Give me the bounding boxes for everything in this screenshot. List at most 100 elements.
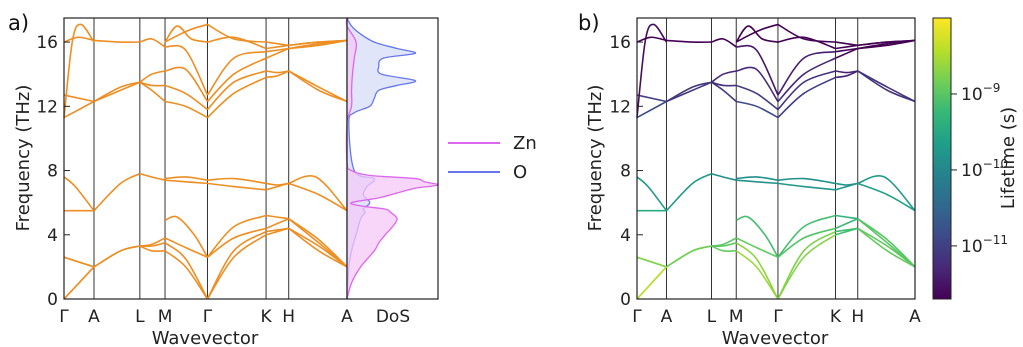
a-band-branch	[139, 172, 166, 181]
a-band-branch	[93, 173, 141, 212]
a-band-branch	[288, 39, 348, 47]
a-band-branch	[265, 47, 289, 53]
a-band-branch	[164, 100, 208, 119]
panel-b-label: b)	[578, 11, 600, 35]
a-band-branch	[265, 70, 289, 74]
a-band-branch	[265, 214, 289, 220]
b-band-branch	[736, 66, 779, 102]
a-band-branch	[206, 234, 267, 300]
a-band-branch	[164, 179, 208, 185]
a-band-branch	[63, 23, 95, 118]
b-band-branch	[777, 36, 836, 50]
b-band-branch	[711, 172, 737, 181]
a-band-branch	[93, 39, 140, 44]
colorbar-label: Lifetime (s)	[998, 107, 1019, 209]
b-band-branch	[835, 182, 858, 186]
b-band-branch	[666, 81, 712, 103]
a-x-axis-label: Wavevector	[152, 328, 259, 347]
b-band-branch	[666, 81, 712, 103]
b-band-branch	[735, 23, 779, 43]
b-x-tick-label: A	[909, 307, 921, 327]
a-band-branch	[164, 44, 209, 96]
a-band-branch	[93, 81, 141, 103]
b-band-branch	[636, 94, 667, 103]
b-band-branch	[835, 47, 858, 53]
a-x-tick-label: K	[260, 307, 272, 327]
b-band-branch	[857, 39, 916, 47]
b-y-tick-label: 4	[620, 226, 631, 246]
a-y-tick-label: 8	[47, 162, 58, 182]
a-band-branch	[288, 175, 348, 212]
b-y-ticks: 0 4 8 12 16	[609, 33, 643, 310]
a-band-branch	[206, 230, 267, 300]
b-band-branch	[735, 84, 779, 111]
b-band-branch	[857, 70, 916, 103]
colorbar-gradient	[932, 17, 952, 300]
b-band-branch	[736, 176, 779, 181]
b-y-tick-label: 0	[620, 290, 631, 310]
a-y-axis-label: Frequency (THz)	[13, 85, 34, 232]
b-y-axis-label: Frequency (THz)	[585, 85, 606, 232]
b-kpoint-dividers	[665, 18, 859, 299]
b-band-branch	[636, 23, 668, 118]
a-x-tick-label: A	[88, 307, 100, 327]
b-band-branch	[735, 25, 779, 43]
a-y-tick-label: 12	[36, 97, 58, 117]
a-band-branch	[63, 36, 95, 43]
a-band-branch	[207, 182, 267, 191]
dos-area-zn	[346, 18, 439, 299]
a-band-branch	[288, 218, 348, 268]
b-band-branch	[636, 36, 667, 43]
a-band-branch	[288, 182, 348, 212]
b-x-tick-label: K	[830, 307, 842, 327]
colorbar-tick-label: 10−9	[961, 81, 1000, 105]
b-y-tick-label: 8	[620, 162, 631, 182]
b-band-branch	[736, 100, 779, 119]
a-band-lines	[63, 23, 348, 300]
dos-plot-frame	[346, 17, 439, 300]
b-band-branch	[636, 266, 668, 300]
a-band-branch	[288, 70, 348, 103]
a-y-ticks: 0 4 8 12 16	[36, 33, 70, 310]
b-band-branch	[835, 227, 858, 236]
b-band-branch	[736, 179, 779, 185]
a-band-branch	[288, 218, 348, 268]
panel-a-label: a)	[8, 11, 29, 35]
b-band-branch	[777, 177, 836, 185]
legend-zn-label: Zn	[513, 133, 537, 154]
b-y-tick-label: 12	[609, 97, 631, 117]
b-x-tick-label: M	[729, 307, 744, 327]
b-plot-frame	[636, 17, 916, 300]
b-band-branch	[777, 70, 836, 111]
b-band-branch	[666, 245, 712, 268]
b-band-branch	[835, 44, 858, 50]
b-band-branch	[636, 256, 667, 268]
b-band-branch	[857, 218, 916, 268]
a-band-branch	[206, 50, 267, 96]
a-band-branch	[139, 81, 166, 87]
b-band-branch	[711, 237, 737, 247]
b-band-branch	[736, 44, 779, 96]
b-band-branch	[735, 250, 779, 300]
a-band-branch	[139, 70, 166, 83]
b-band-branch	[857, 70, 916, 103]
b-band-branch	[835, 217, 859, 230]
a-band-branch	[139, 81, 166, 103]
dos-legend: Zn O	[448, 133, 537, 183]
b-band-branch	[857, 182, 916, 212]
dos-x-label: DoS	[376, 307, 410, 327]
b-band-branch	[735, 237, 779, 258]
a-band-branch	[164, 250, 209, 300]
b-band-branch	[777, 57, 836, 103]
b-band-branch	[835, 214, 858, 220]
a-kpoint-dividers	[93, 18, 290, 299]
a-band-branch	[265, 44, 289, 50]
b-y-tick-label: 16	[609, 33, 631, 53]
dos-area-o	[347, 18, 416, 299]
b-band-branch	[666, 245, 712, 268]
b-band-branch	[665, 173, 712, 212]
a-band-branch	[164, 66, 209, 102]
a-band-branch	[288, 39, 348, 50]
